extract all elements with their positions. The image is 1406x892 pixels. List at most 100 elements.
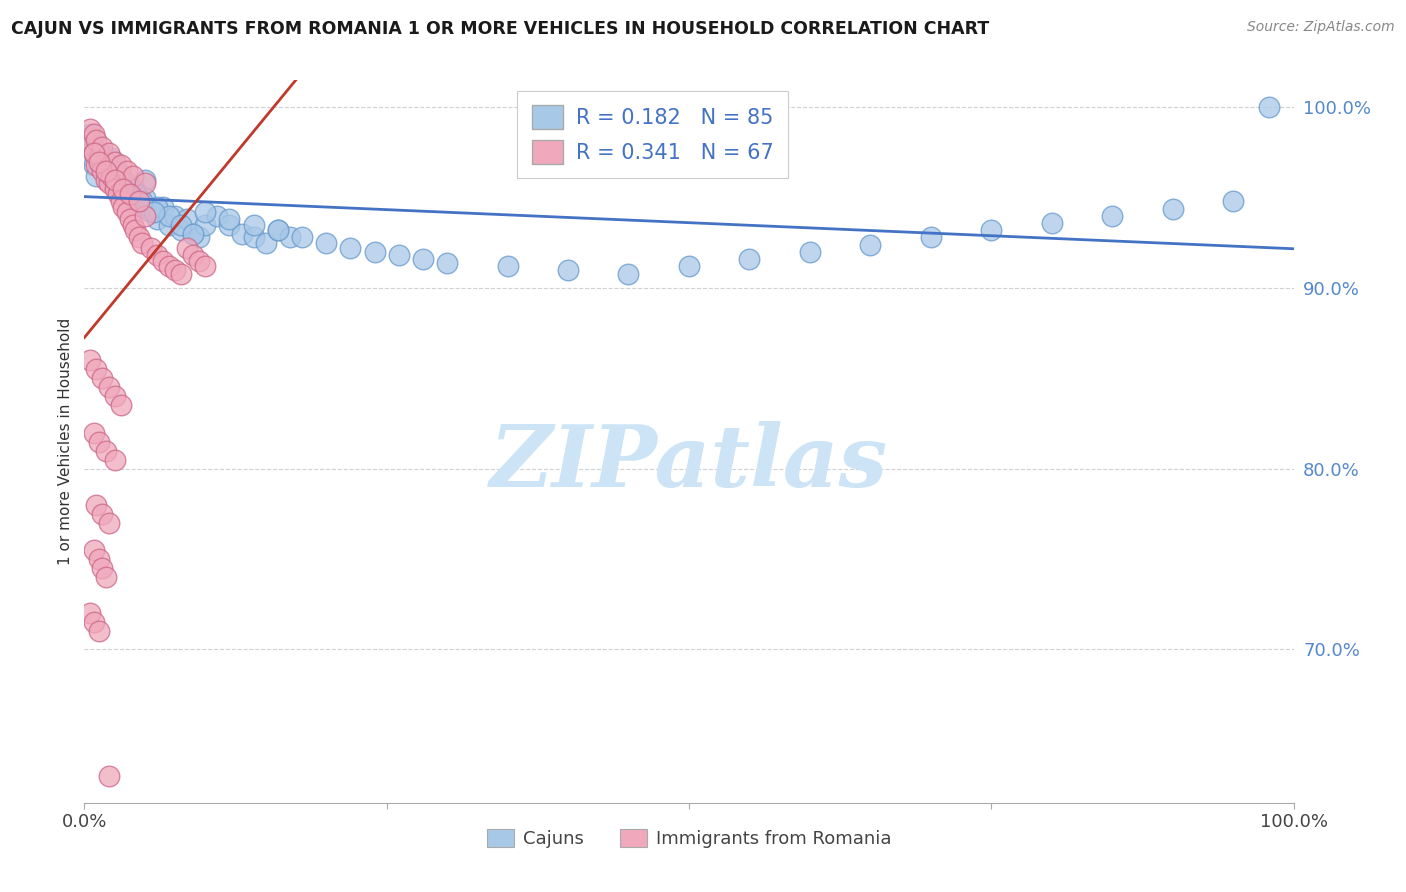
Point — [83, 158, 105, 172]
Point — [134, 172, 156, 186]
Point — [115, 205, 138, 219]
Point — [278, 230, 301, 244]
Point — [139, 241, 162, 255]
Point — [176, 212, 198, 227]
Point — [83, 140, 105, 154]
Point — [146, 248, 169, 262]
Point — [83, 425, 105, 440]
Point — [79, 149, 101, 163]
Point — [110, 398, 132, 412]
Point — [91, 140, 114, 154]
Point — [94, 154, 117, 169]
Point — [104, 389, 127, 403]
Point — [97, 145, 120, 160]
Point — [104, 452, 127, 467]
Point — [181, 227, 204, 241]
Point — [83, 615, 105, 630]
Point — [124, 181, 146, 195]
Point — [315, 235, 337, 250]
Point — [170, 218, 193, 232]
Point — [91, 507, 114, 521]
Point — [86, 133, 108, 147]
Point — [91, 561, 114, 575]
Point — [83, 128, 105, 142]
Point — [110, 158, 132, 172]
Point — [79, 606, 101, 620]
Point — [412, 252, 434, 266]
Point — [128, 230, 150, 244]
Point — [94, 163, 117, 178]
Point — [170, 223, 193, 237]
Point — [1222, 194, 1244, 209]
Point — [115, 163, 138, 178]
Point — [134, 209, 156, 223]
Point — [254, 235, 277, 250]
Point — [87, 154, 110, 169]
Point — [86, 158, 108, 172]
Point — [107, 181, 129, 195]
Point — [86, 145, 108, 160]
Point — [194, 205, 217, 219]
Point — [94, 163, 117, 178]
Point — [181, 227, 204, 241]
Text: CAJUN VS IMMIGRANTS FROM ROMANIA 1 OR MORE VEHICLES IN HOUSEHOLD CORRELATION CHA: CAJUN VS IMMIGRANTS FROM ROMANIA 1 OR MO… — [11, 20, 990, 37]
Point — [97, 176, 120, 190]
Point — [86, 169, 108, 183]
Point — [165, 209, 187, 223]
Point — [218, 212, 240, 227]
Point — [121, 169, 143, 183]
Point — [124, 223, 146, 237]
Point — [120, 212, 142, 227]
Point — [104, 176, 127, 190]
Point — [799, 244, 821, 259]
Point — [1161, 202, 1184, 216]
Point — [104, 163, 127, 178]
Point — [143, 205, 166, 219]
Point — [139, 205, 162, 219]
Point — [120, 186, 142, 200]
Point — [107, 187, 129, 202]
Point — [146, 212, 169, 227]
Point — [94, 570, 117, 584]
Point — [194, 218, 217, 232]
Point — [87, 624, 110, 639]
Point — [207, 209, 229, 223]
Point — [157, 260, 180, 274]
Point — [181, 248, 204, 262]
Point — [134, 176, 156, 190]
Point — [101, 163, 124, 178]
Point — [218, 218, 240, 232]
Point — [339, 241, 361, 255]
Point — [110, 169, 132, 183]
Point — [131, 194, 153, 209]
Point — [91, 371, 114, 385]
Point — [91, 145, 114, 160]
Point — [125, 187, 148, 202]
Point — [496, 260, 519, 274]
Point — [170, 267, 193, 281]
Point — [157, 218, 180, 232]
Point — [120, 187, 142, 202]
Point — [94, 172, 117, 186]
Point — [112, 200, 135, 214]
Point — [104, 172, 127, 186]
Point — [87, 145, 110, 160]
Text: ZIPatlas: ZIPatlas — [489, 421, 889, 505]
Point — [97, 380, 120, 394]
Point — [97, 769, 120, 783]
Point — [83, 145, 105, 160]
Point — [112, 172, 135, 186]
Point — [152, 253, 174, 268]
Point — [134, 191, 156, 205]
Point — [267, 223, 290, 237]
Point — [980, 223, 1002, 237]
Point — [617, 267, 640, 281]
Point — [91, 163, 114, 178]
Point — [165, 263, 187, 277]
Point — [188, 253, 211, 268]
Point — [131, 235, 153, 250]
Point — [1101, 209, 1123, 223]
Point — [110, 194, 132, 209]
Point — [194, 260, 217, 274]
Point — [436, 256, 458, 270]
